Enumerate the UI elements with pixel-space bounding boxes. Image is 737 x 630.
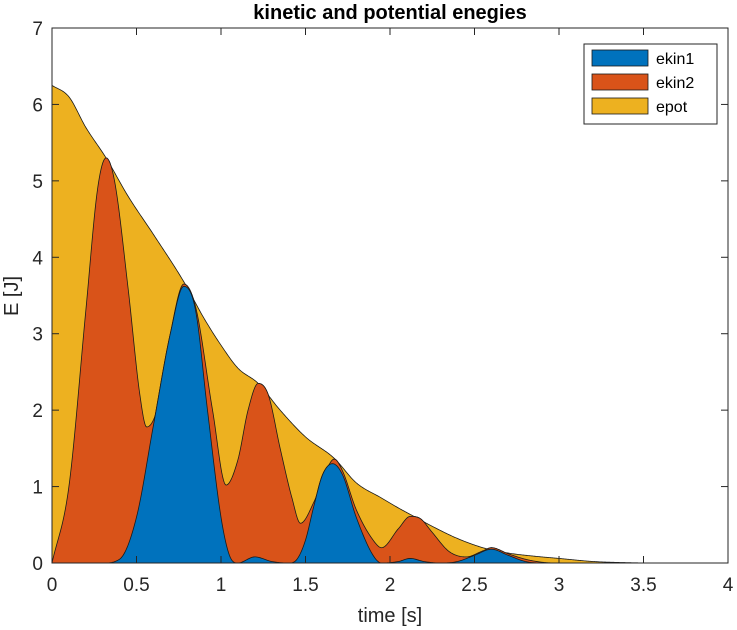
x-axis: 0 0.5 1 1.5 2 2.5 3 3.5 4: [47, 28, 734, 596]
y-tick-label: 2: [32, 401, 43, 422]
series-area-epot: [52, 84, 728, 563]
area-layers: [52, 84, 728, 563]
legend-label-ekin1: ekin1: [656, 51, 694, 68]
x-axis-label: time [s]: [358, 605, 422, 627]
legend-label-ekin2: ekin2: [656, 75, 694, 92]
x-tick-label: 1.5: [292, 575, 318, 596]
x-tick-label: 1: [216, 575, 227, 596]
x-tick-label: 2: [385, 575, 396, 596]
y-tick-label: 6: [32, 95, 43, 116]
x-tick-label: 0: [47, 575, 58, 596]
x-tick-label: 3: [554, 575, 565, 596]
legend-label-epot: epot: [656, 99, 688, 116]
y-axis-label: E [J]: [1, 276, 23, 316]
y-tick-label: 1: [32, 478, 43, 499]
x-tick-label: 3.5: [630, 575, 656, 596]
x-tick-label: 0.5: [123, 575, 149, 596]
x-tick-label: 4: [723, 575, 734, 596]
y-tick-label: 5: [32, 172, 43, 193]
legend: ekin1 ekin2 epot: [583, 43, 718, 125]
legend-swatch-ekin1: [591, 49, 649, 67]
legend-swatch-ekin2: [591, 73, 649, 91]
x-tick-label: 2.5: [461, 575, 487, 596]
y-tick-label: 3: [32, 325, 43, 346]
y-tick-label: 7: [32, 19, 43, 40]
chart-title: kinetic and potential enegies: [253, 2, 526, 24]
y-axis: 0 1 2 3 4 5 6 7: [32, 19, 728, 575]
y-tick-label: 4: [32, 248, 43, 269]
y-tick-label: 0: [32, 554, 43, 575]
legend-swatch-epot: [591, 97, 649, 115]
